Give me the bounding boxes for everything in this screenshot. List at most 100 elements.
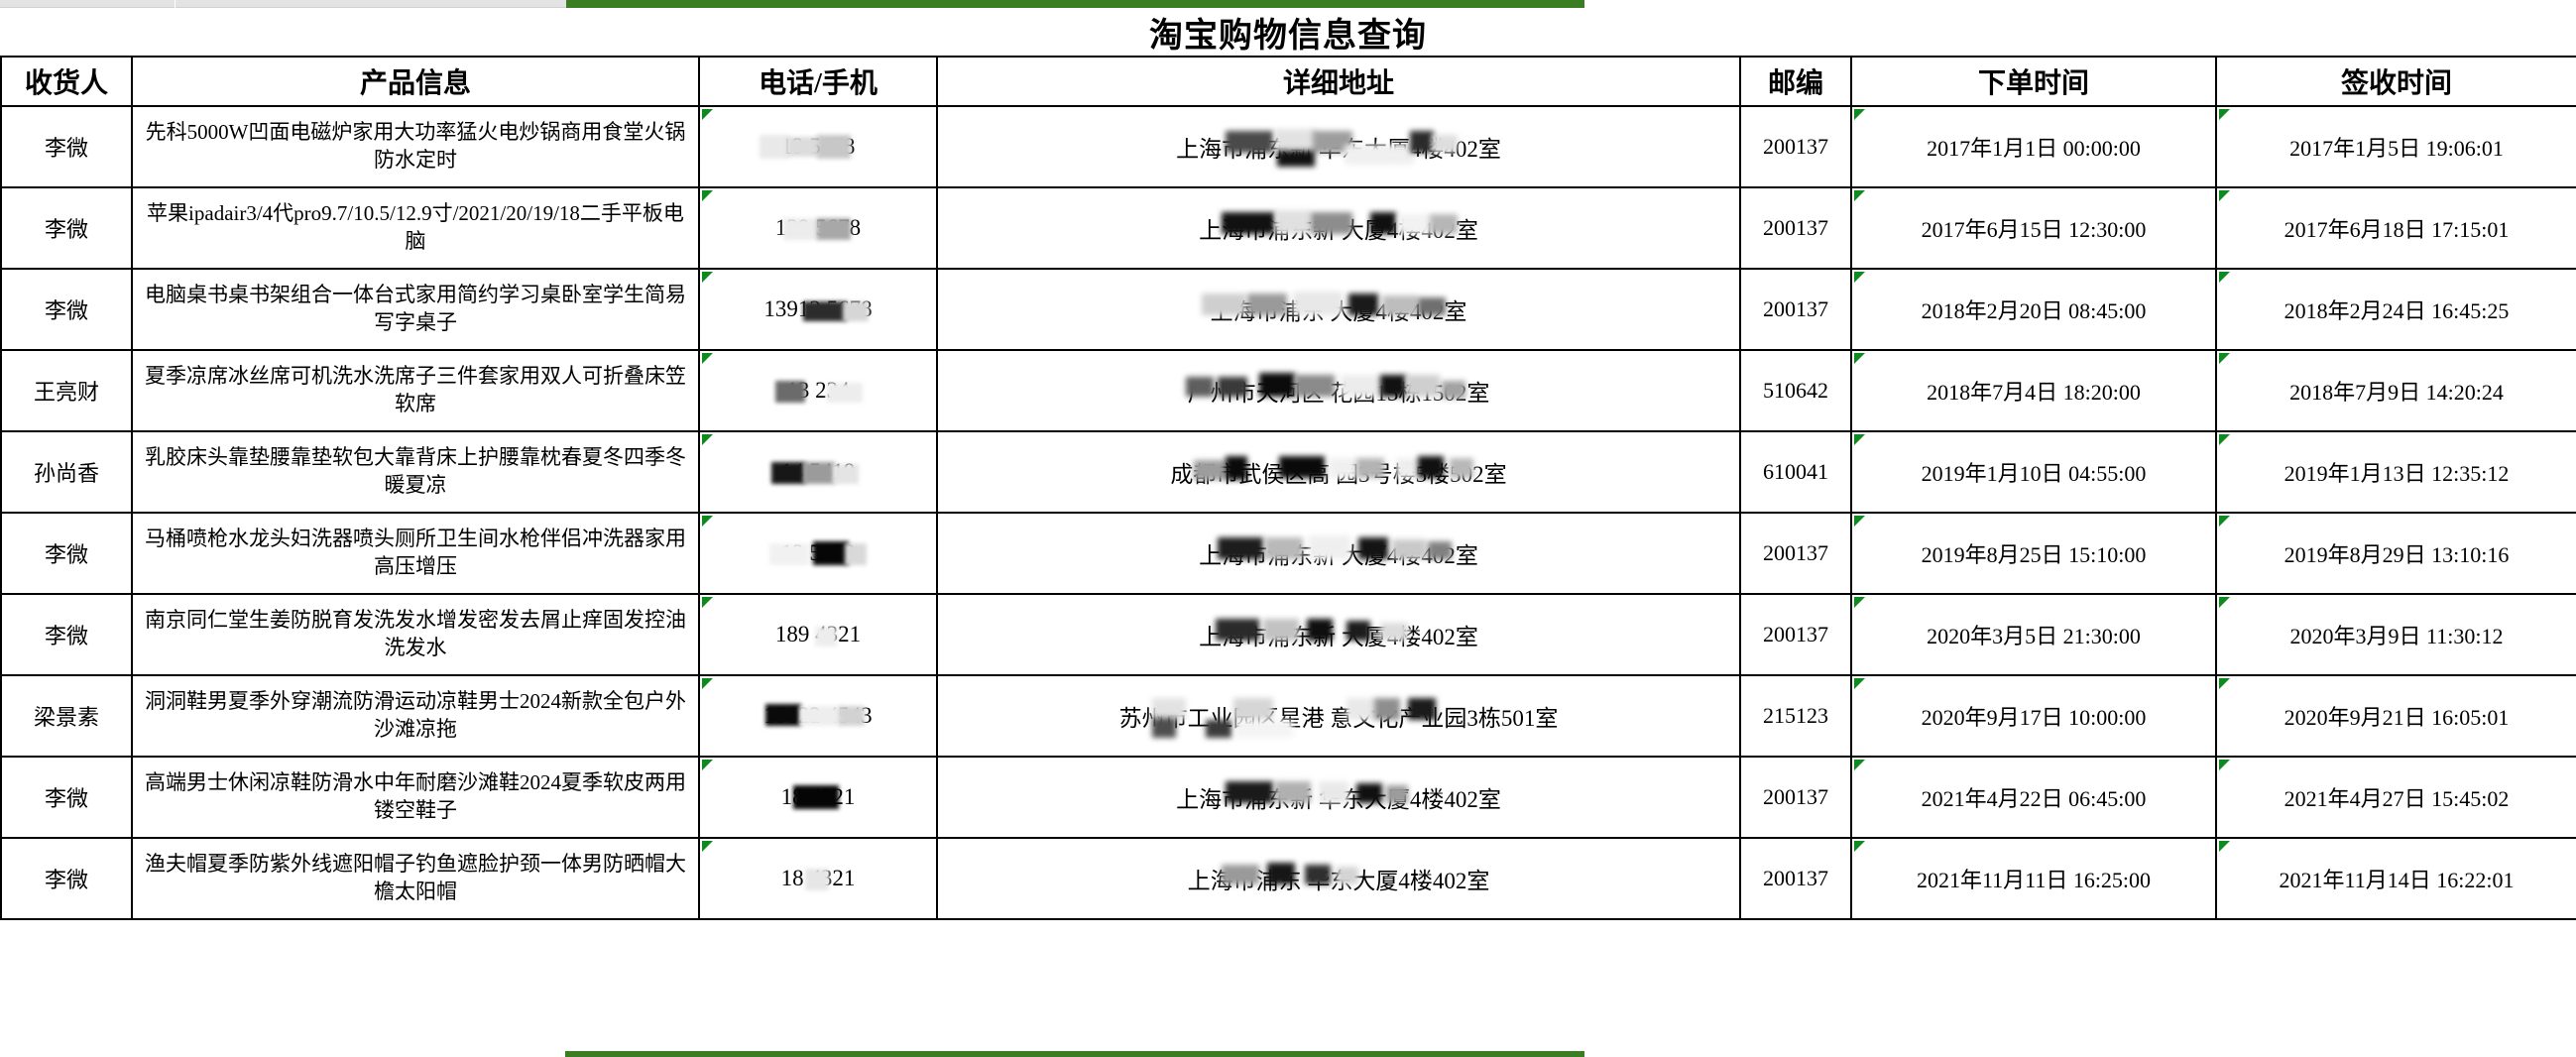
comment-marker-icon (2219, 841, 2230, 852)
cell-zip[interactable]: 200137 (1739, 186, 1852, 270)
cell-phone-text: 18 4321 (780, 866, 856, 890)
cell-sign-time[interactable]: 2019年1月13日 12:35:12 (2215, 430, 2576, 514)
cell-receiver[interactable]: 李微 (0, 512, 133, 595)
comment-marker-icon (1854, 760, 1865, 770)
cell-order-time[interactable]: 2019年1月10日 04:55:00 (1850, 430, 2217, 514)
cell-product[interactable]: 先科5000W凹面电磁炉家用大功率猛火电炒锅商用食堂火锅防水定时 (131, 105, 700, 188)
cell-phone[interactable]: 14 5419 (698, 430, 938, 514)
comment-marker-icon (702, 272, 713, 283)
cell-address[interactable]: 上海市浦东 大厦4楼402室 (936, 268, 1741, 351)
comment-marker-icon (2219, 434, 2230, 445)
cell-phone[interactable]: 18 4321 (698, 756, 938, 839)
cell-phone-text: 13 234 (786, 378, 850, 403)
table-row: 王亮财 夏季凉席冰丝席可机洗水洗席子三件套家用双人可折叠床笠软席 13 234 … (0, 349, 2576, 432)
cell-sign-time[interactable]: 2021年4月27日 15:45:02 (2215, 756, 2576, 839)
cell-product[interactable]: 渔夫帽夏季防紫外线遮阳帽子钓鱼遮脸护颈一体男防晒帽大檐太阳帽 (131, 837, 700, 920)
cell-receiver[interactable]: 李微 (0, 837, 133, 920)
column-header-remnant-b (176, 0, 842, 8)
cell-zip[interactable]: 200137 (1739, 512, 1852, 595)
cell-zip[interactable]: 510642 (1739, 349, 1852, 432)
comment-marker-icon (702, 109, 713, 120)
column-header-receiver[interactable]: 收货人 (0, 56, 133, 107)
cell-order-time[interactable]: 2020年9月17日 10:00:00 (1850, 674, 2217, 758)
cell-product[interactable]: 乳胶床头靠垫腰靠垫软包大靠背床上护腰靠枕春夏冬四季冬暖夏凉 (131, 430, 700, 514)
cell-address[interactable]: 上海市浦东 华东大厦4楼402室 (936, 837, 1741, 920)
cell-product[interactable]: 马桶喷枪水龙头妇洗器喷头厕所卫生间水枪伴侣冲洗器家用高压增压 (131, 512, 700, 595)
cell-address[interactable]: 上海市浦东新 华东大厦4楼402室 (936, 756, 1741, 839)
cell-zip[interactable]: 610041 (1739, 430, 1852, 514)
cell-sign-time[interactable]: 2017年1月5日 19:06:01 (2215, 105, 2576, 188)
cell-receiver[interactable]: 李微 (0, 186, 133, 270)
cell-phone[interactable]: 13912 5678 (698, 268, 938, 351)
cell-sign-time[interactable]: 2020年3月9日 11:30:12 (2215, 593, 2576, 676)
cell-receiver[interactable]: 孙尚香 (0, 430, 133, 514)
cell-phone[interactable]: 15822 4543 (698, 674, 938, 758)
cell-zip[interactable]: 200137 (1739, 837, 1852, 920)
cell-product[interactable]: 苹果ipadair3/4代pro9.7/10.5/12.9寸/2021/20/1… (131, 186, 700, 270)
column-header-product[interactable]: 产品信息 (131, 56, 700, 107)
cell-phone[interactable]: 18 4321 (698, 837, 938, 920)
selection-border-top (566, 0, 1584, 8)
cell-phone[interactable]: 13 5678 (698, 512, 938, 595)
cell-zip[interactable]: 200137 (1739, 593, 1852, 676)
cell-zip[interactable]: 200137 (1739, 268, 1852, 351)
cell-order-time-text: 2020年3月5日 21:30:00 (1927, 624, 2141, 648)
cell-address[interactable]: 上海市浦东新 大厦4楼402室 (936, 512, 1741, 595)
cell-sign-time[interactable]: 2018年2月24日 16:45:25 (2215, 268, 2576, 351)
cell-phone-text: 14 5419 (780, 459, 856, 484)
column-header-order-time[interactable]: 下单时间 (1850, 56, 2217, 107)
comment-marker-icon (1854, 190, 1865, 201)
cell-sign-time-text: 2019年1月13日 12:35:12 (2283, 461, 2510, 486)
cell-address[interactable]: 上海市浦东新 华东大厦4楼402室 (936, 105, 1741, 188)
cell-address[interactable]: 广州市天河区 花园15栋1502室 (936, 349, 1741, 432)
cell-sign-time[interactable]: 2017年6月18日 17:15:01 (2215, 186, 2576, 270)
comment-marker-icon (2219, 760, 2230, 770)
cell-zip[interactable]: 200137 (1739, 105, 1852, 188)
cell-phone[interactable]: 13 234 (698, 349, 938, 432)
cell-phone[interactable]: 13 5678 (698, 105, 938, 188)
cell-order-time[interactable]: 2019年8月25日 15:10:00 (1850, 512, 2217, 595)
cell-order-time[interactable]: 2018年7月4日 18:20:00 (1850, 349, 2217, 432)
cell-sign-time-text: 2020年9月21日 16:05:01 (2283, 705, 2510, 730)
cell-order-time[interactable]: 2018年2月20日 08:45:00 (1850, 268, 2217, 351)
column-header-address[interactable]: 详细地址 (936, 56, 1741, 107)
cell-order-time[interactable]: 2017年6月15日 12:30:00 (1850, 186, 2217, 270)
cell-sign-time[interactable]: 2021年11月14日 16:22:01 (2215, 837, 2576, 920)
cell-order-time[interactable]: 2021年4月22日 06:45:00 (1850, 756, 2217, 839)
cell-receiver[interactable]: 梁景素 (0, 674, 133, 758)
frozen-pane-strip (0, 0, 2576, 8)
cell-sign-time[interactable]: 2020年9月21日 16:05:01 (2215, 674, 2576, 758)
cell-zip[interactable]: 215123 (1739, 674, 1852, 758)
cell-receiver[interactable]: 王亮财 (0, 349, 133, 432)
cell-sign-time[interactable]: 2019年8月29日 13:10:16 (2215, 512, 2576, 595)
cell-order-time[interactable]: 2017年1月1日 00:00:00 (1850, 105, 2217, 188)
cell-receiver[interactable]: 李微 (0, 268, 133, 351)
column-header-phone[interactable]: 电话/手机 (698, 56, 938, 107)
cell-receiver[interactable]: 李微 (0, 756, 133, 839)
cell-receiver[interactable]: 李微 (0, 593, 133, 676)
cell-receiver[interactable]: 李微 (0, 105, 133, 188)
cell-zip[interactable]: 200137 (1739, 756, 1852, 839)
cell-product[interactable]: 电脑桌书桌书架组合一体台式家用简约学习桌卧室学生简易写字桌子 (131, 268, 700, 351)
cell-order-time[interactable]: 2020年3月5日 21:30:00 (1850, 593, 2217, 676)
cell-address-text: 成都市武侯区高 园3号楼5楼502室 (1170, 462, 1507, 487)
cell-product[interactable]: 高端男士休闲凉鞋防滑水中年耐磨沙滩鞋2024夏季软皮两用镂空鞋子 (131, 756, 700, 839)
cell-address[interactable]: 苏州市工业园区星港 意文化产业园3栋501室 (936, 674, 1741, 758)
cell-product[interactable]: 夏季凉席冰丝席可机洗水洗席子三件套家用双人可折叠床笠软席 (131, 349, 700, 432)
column-header-sign-time[interactable]: 签收时间 (2215, 56, 2576, 107)
cell-phone[interactable]: 189 4321 (698, 593, 938, 676)
cell-product[interactable]: 洞洞鞋男夏季外穿潮流防滑运动凉鞋男士2024新款全包户外沙滩凉拖 (131, 674, 700, 758)
cell-order-time[interactable]: 2021年11月11日 16:25:00 (1850, 837, 2217, 920)
cell-address[interactable]: 上海市浦东新 大厦4楼402室 (936, 593, 1741, 676)
cell-product[interactable]: 南京同仁堂生姜防脱育发洗发水增发密发去屑止痒固发控油洗发水 (131, 593, 700, 676)
column-header-zip[interactable]: 邮编 (1739, 56, 1852, 107)
cell-address-text: 苏州市工业园区星港 意文化产业园3栋501室 (1118, 706, 1559, 731)
cell-address[interactable]: 上海市浦东新 大厦4楼402室 (936, 186, 1741, 270)
cell-address[interactable]: 成都市武侯区高 园3号楼5楼502室 (936, 430, 1741, 514)
table-row: 李微 电脑桌书桌书架组合一体台式家用简约学习桌卧室学生简易写字桌子 13912 … (0, 268, 2576, 351)
cell-sign-time[interactable]: 2018年7月9日 14:20:24 (2215, 349, 2576, 432)
cell-phone[interactable]: 139 5678 (698, 186, 938, 270)
cell-phone-text: 189 4321 (774, 622, 862, 646)
comment-marker-icon (702, 760, 713, 770)
